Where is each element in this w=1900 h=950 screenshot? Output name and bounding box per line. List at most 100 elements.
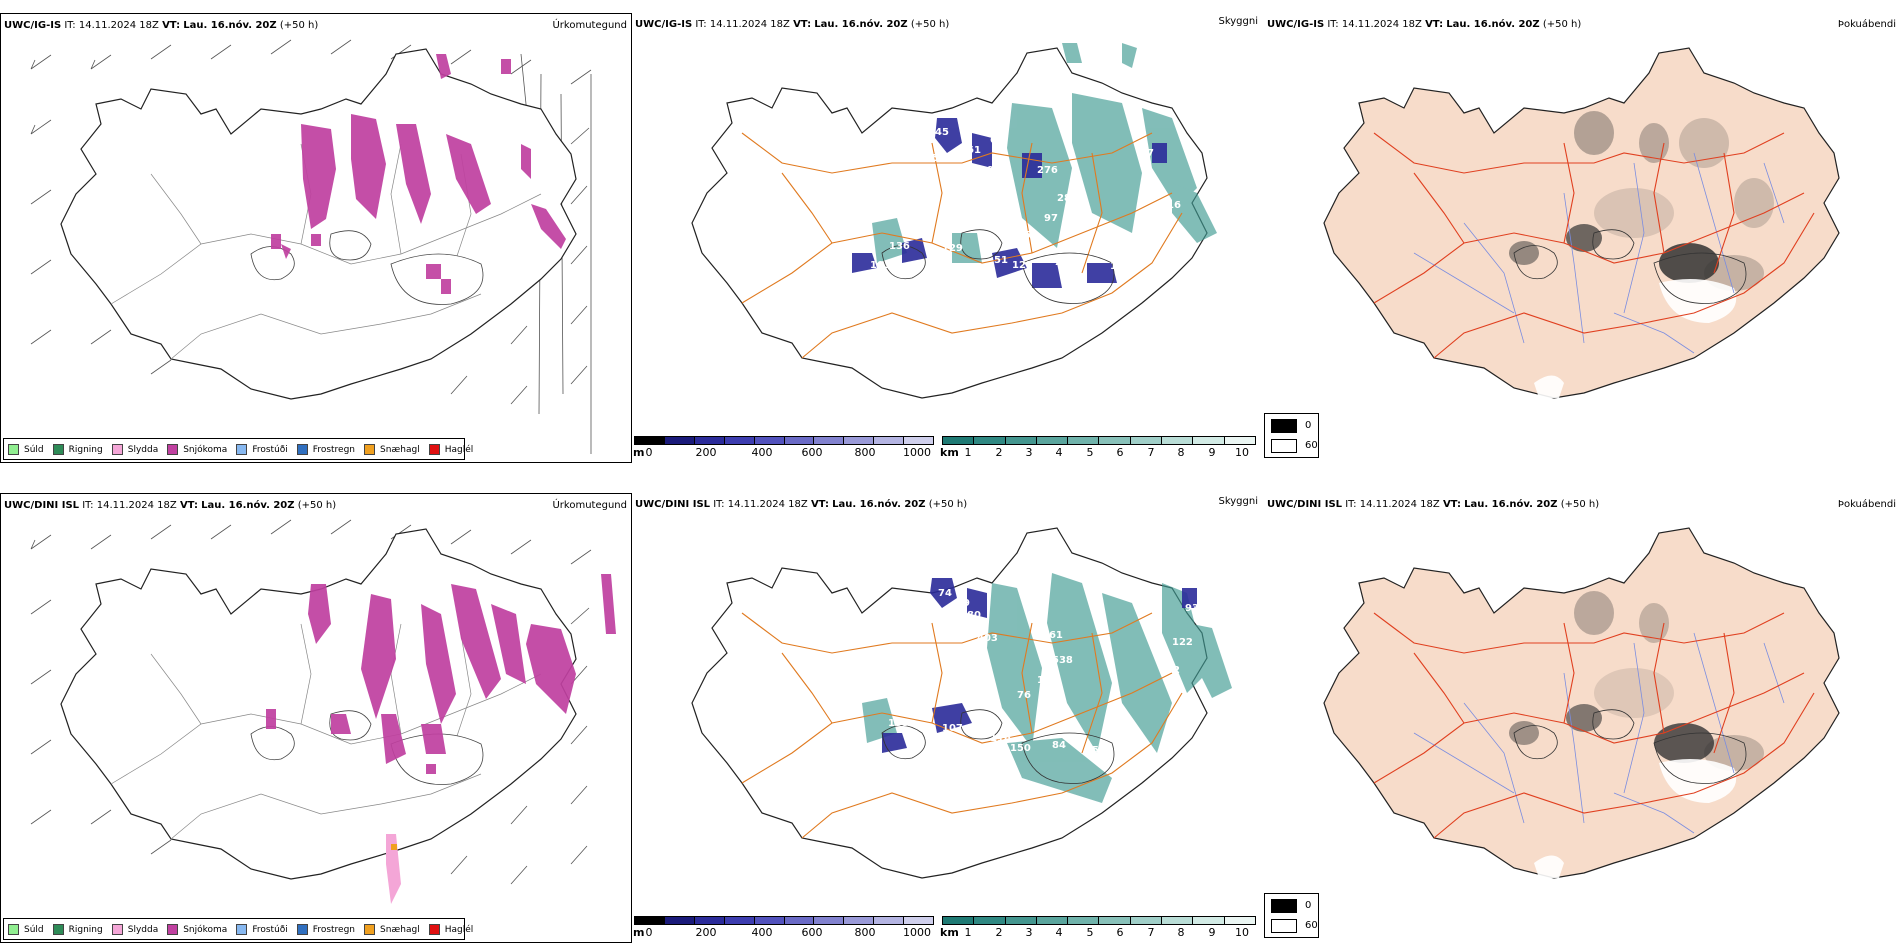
roads-red (1373, 612, 1815, 839)
legend-swatch (428, 924, 440, 935)
roads-red (1373, 132, 1815, 359)
peak-value: 51 (994, 255, 1008, 266)
model-name: UWC/DINI ISL (4, 500, 80, 511)
init-label: IT: (1327, 19, 1339, 30)
visibility-colorbar: km 1 2 3 4 5 6 7 8 9 10 (940, 916, 1258, 943)
panel-header: UWC/DINI ISL IT: 14.11.2024 18Z VT: Lau.… (635, 499, 967, 510)
peak-value: 97 (1044, 213, 1058, 224)
cloud-base-colorbar: m 0 200 400 600 800 1000 (632, 916, 937, 943)
legend-item: Snjókoma (167, 924, 227, 935)
valid-label: VT: (1425, 19, 1444, 30)
legend-label: Frostregn (312, 444, 356, 455)
colorbar-tick: 9 (1208, 926, 1216, 939)
cloud-base-values: 45 52 61 69 93 85 546 276 28 97 52 136 1… (870, 127, 1181, 272)
legend-swatch (167, 444, 179, 455)
init-label: IT: (64, 20, 76, 31)
legend-swatch (428, 444, 440, 455)
precip-type-panel-top: UWC/IG-IS IT: 14.11.2024 18Z VT: Lau. 16… (0, 13, 632, 463)
legend-label: Frostúði (252, 924, 288, 935)
colorbar-tick: 1 (964, 446, 972, 459)
legend-label: Slydda (127, 924, 159, 935)
peak-value: 63 (932, 610, 946, 621)
peak-value: 28 (1057, 193, 1071, 204)
roads-orange (741, 132, 1183, 359)
peak-value: 37 (1140, 148, 1154, 159)
init-label: IT: (695, 19, 707, 30)
peak-value: 61 (967, 145, 981, 156)
peak-value: 166 (1107, 237, 1128, 248)
peak-value: 150 (1010, 743, 1031, 754)
iceland-coast (60, 528, 577, 880)
white-fog-areas (1534, 279, 1737, 398)
wind-barbs (30, 519, 592, 885)
colorbar-strip (942, 436, 1256, 445)
fog-index-map-bottom (1323, 527, 1840, 879)
valid-label: VT: (793, 19, 812, 30)
fog-label: 60 (1305, 440, 1318, 451)
colorbar-unit: m (633, 926, 645, 939)
colorbar-tick: 400 (751, 446, 773, 459)
rivers (1413, 632, 1785, 834)
colorbar-tick: 400 (751, 926, 773, 939)
init-label: IT: (82, 500, 94, 511)
colorbar-tick: 600 (801, 446, 823, 459)
init-time: 14.11.2024 18Z (1359, 499, 1440, 510)
colorbar-tick: 9 (1208, 446, 1216, 459)
fog-index-map-top (1323, 47, 1840, 399)
precip-legend: Súld Rigning Slydda Snjókoma Frostúði Fr… (8, 444, 482, 455)
colorbar-unit: km (940, 446, 959, 459)
variable-title: Skyggni (1218, 496, 1258, 507)
visibility-map-bottom: 74 29 63 80 403 261 538 130 76 93 122 32… (691, 527, 1232, 879)
legend-item: Haglél (428, 444, 473, 455)
legend-swatch (236, 924, 248, 935)
lead-time: (+50 h) (1542, 19, 1582, 30)
peak-value: 29 (956, 598, 970, 609)
legend-item: Snjókoma (167, 444, 227, 455)
fog-swatch (1271, 439, 1297, 453)
peak-value: 52 (932, 153, 946, 164)
legend-label: Frostregn (312, 924, 356, 935)
peak-value: 69 (990, 135, 1004, 146)
panel-header: UWC/IG-IS IT: 14.11.2024 18Z VT: Lau. 16… (4, 20, 318, 31)
colorbar-tick: 600 (801, 926, 823, 939)
init-time: 14.11.2024 18Z (727, 499, 808, 510)
legend-swatch (167, 924, 179, 935)
colorbar-tick: 7 (1147, 926, 1155, 939)
fog-swatch (1271, 899, 1297, 913)
colorbar-tick: 4 (1055, 926, 1063, 939)
legend-item: Frostúði (236, 444, 288, 455)
colorbar-unit: km (940, 926, 959, 939)
fog-label: 0 (1305, 900, 1312, 911)
legend-swatch (364, 924, 376, 935)
peak-value: 135 (888, 718, 909, 729)
legend-swatch (52, 924, 64, 935)
glaciers (1513, 229, 1747, 304)
peak-value: 128 (1110, 261, 1131, 272)
glaciers (881, 229, 1115, 304)
model-name: UWC/IG-IS (1267, 19, 1325, 30)
legend-swatch (111, 924, 123, 935)
low-cloud-base (882, 578, 1197, 753)
legend-item: Súld (8, 924, 44, 935)
colorbar-tick: 8 (1177, 446, 1185, 459)
peak-value: 130 (1037, 675, 1058, 686)
peak-value: 538 (1052, 655, 1073, 666)
valid-time: Lau. 16.nóv. 20Z (183, 20, 277, 31)
peak-value: 223 (1106, 713, 1127, 724)
peak-value: 546 (972, 190, 993, 201)
colorbar-tick: 7 (1147, 446, 1155, 459)
colorbar-tick: 2 (995, 926, 1003, 939)
legend-label: Slydda (127, 444, 159, 455)
peak-value: 84 (1052, 740, 1066, 751)
fog-legend: 0 60 (1264, 893, 1319, 938)
peak-value: 52 (1024, 230, 1038, 241)
colorbar-tick: 3 (1025, 446, 1033, 459)
peak-value: 403 (977, 633, 998, 644)
peak-value: 122 (1172, 637, 1193, 648)
valid-label: VT: (179, 500, 198, 511)
visibility-panel-top: 45 52 61 69 93 85 546 276 28 97 52 136 1… (632, 13, 1264, 463)
valid-label: VT: (162, 20, 181, 31)
precip-type-map-bottom (30, 519, 616, 904)
valid-time: Lau. 16.nóv. 20Z (201, 500, 295, 511)
colorbar-tick: 0 (645, 926, 653, 939)
